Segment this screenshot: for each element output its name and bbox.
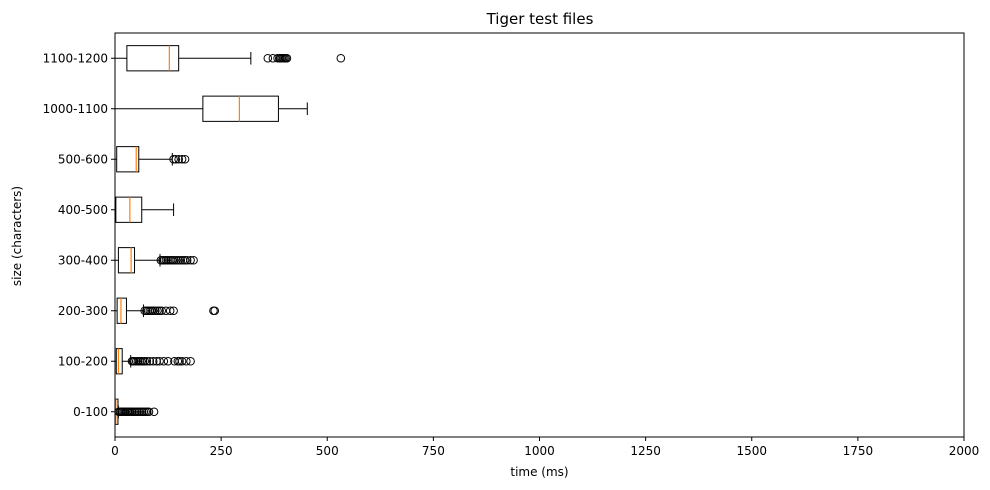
flier-point: [148, 306, 158, 316]
flier-point: [182, 356, 191, 366]
flier-point: [165, 306, 175, 316]
x-tick-label: 250: [210, 444, 233, 458]
flier-point: [151, 306, 160, 316]
flier-point: [171, 154, 181, 164]
flier-point: [155, 356, 164, 366]
y-tick-label: 1000-1100: [43, 102, 108, 116]
flier-point: [144, 407, 154, 417]
box: [117, 247, 136, 274]
flier-point: [172, 255, 181, 265]
flier-point: [263, 53, 273, 63]
flier-point: [148, 356, 158, 366]
flier-point: [155, 306, 164, 316]
x-axis-label: time (ms): [510, 465, 568, 479]
flier-point: [149, 407, 159, 417]
flier-point: [336, 53, 346, 63]
box: [116, 146, 140, 173]
chart-title: Tiger test files: [486, 10, 594, 28]
y-tick-label: 400-500: [58, 203, 108, 217]
flier-point: [210, 306, 220, 316]
flier-point: [170, 255, 179, 265]
flier-point: [157, 306, 166, 316]
flier-point: [145, 356, 155, 366]
flier-point: [182, 255, 192, 265]
flier-point: [153, 306, 162, 316]
flier-point: [169, 154, 178, 164]
y-tick-label: 200-300: [58, 304, 108, 318]
flier-point: [176, 255, 186, 265]
box: [116, 297, 127, 324]
box: [115, 196, 143, 223]
flier-point: [177, 356, 187, 366]
y-tick-label: 300-400: [58, 253, 108, 267]
flier-point: [174, 154, 183, 164]
box: [126, 45, 180, 72]
flier-point: [175, 356, 184, 366]
x-tick-label: 0: [111, 444, 119, 458]
flier-point: [186, 356, 195, 366]
flier-point: [282, 53, 292, 63]
box: [202, 95, 279, 122]
box: [115, 348, 123, 375]
flier-point: [180, 255, 190, 265]
plot-frame: [114, 32, 965, 438]
flier-point: [186, 255, 195, 265]
y-tick-label: 100-200: [58, 354, 108, 368]
flier-point: [159, 356, 169, 366]
x-tick-label: 1500: [736, 444, 767, 458]
flier-point: [189, 255, 198, 265]
flier-point: [163, 356, 173, 366]
y-axis-label: size (characters): [10, 186, 24, 286]
flier-point: [177, 154, 187, 164]
x-tick-label: 1250: [630, 444, 661, 458]
x-tick-label: 750: [422, 444, 445, 458]
flier-point: [180, 154, 190, 164]
flier-point: [140, 356, 150, 366]
x-tick-label: 500: [316, 444, 339, 458]
x-tick-label: 1750: [843, 444, 874, 458]
x-tick-label: 2000: [949, 444, 980, 458]
flier-point: [142, 356, 152, 366]
y-tick-label: 0-100: [73, 405, 108, 419]
x-tick-label: 1000: [524, 444, 555, 458]
flier-point: [169, 306, 178, 316]
plot-area: 0 250 500 750 1000 1250 1500 1750 2000 0-100 100-2…: [43, 45, 980, 458]
y-tick-label: 1100-1200: [43, 51, 108, 65]
flier-point: [174, 255, 183, 265]
y-tick-label: 500-600: [58, 152, 108, 166]
